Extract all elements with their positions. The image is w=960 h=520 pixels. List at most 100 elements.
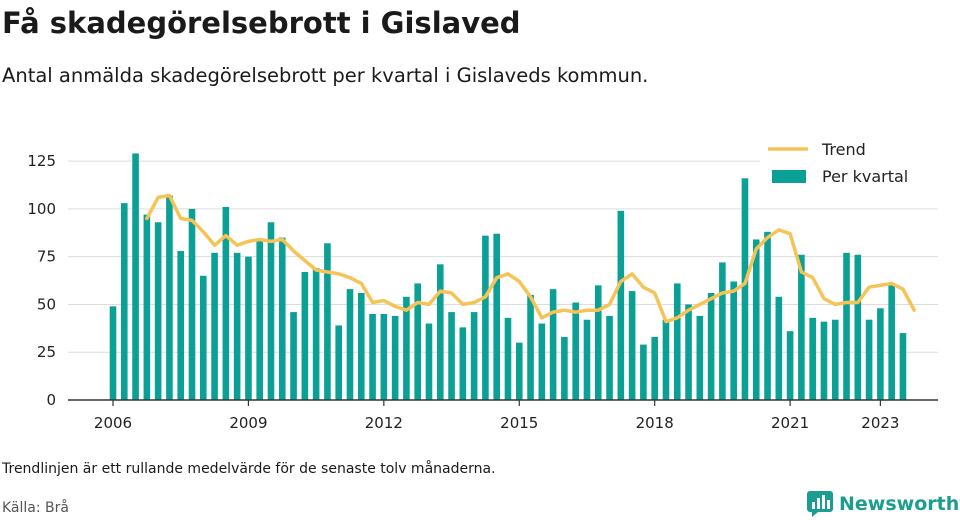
y-tick-label: 125 — [27, 152, 56, 170]
bar — [470, 312, 478, 400]
bar — [527, 294, 534, 400]
bar — [188, 208, 196, 400]
bar — [561, 336, 568, 400]
bar — [324, 243, 331, 400]
bar — [143, 214, 151, 400]
bar — [606, 315, 613, 400]
bar — [583, 319, 591, 400]
bar — [403, 296, 410, 400]
bar — [594, 285, 602, 400]
bar — [448, 312, 455, 400]
bar — [256, 239, 264, 400]
bar — [820, 321, 828, 400]
brand-name: Newsworthy — [839, 493, 960, 515]
bar — [493, 233, 500, 400]
bar — [640, 344, 647, 400]
bar — [211, 252, 218, 400]
bar — [346, 289, 354, 400]
bar-series-per-kvartal — [109, 153, 907, 400]
bar — [290, 312, 297, 400]
y-axis: 0 25 50 75 100 125 — [27, 152, 56, 409]
newsworthy-logo-icon — [807, 491, 833, 517]
bar — [549, 289, 557, 400]
bar — [154, 222, 162, 400]
bar — [719, 262, 726, 400]
bar — [425, 323, 433, 400]
bar — [166, 195, 173, 400]
bar — [899, 333, 907, 400]
bar — [357, 292, 365, 400]
bar — [267, 222, 275, 400]
bar — [707, 292, 715, 400]
bar — [233, 252, 241, 400]
bar — [436, 264, 444, 400]
footnote: Trendlinjen är ett rullande medelvärde f… — [2, 461, 496, 477]
y-tick-label: 0 — [46, 391, 56, 409]
bar — [572, 302, 579, 400]
x-tick-label: 2015 — [500, 414, 538, 432]
bar — [764, 231, 771, 400]
bar — [177, 250, 185, 400]
x-tick-label: 2012 — [365, 414, 403, 432]
bar — [515, 342, 523, 400]
bar — [335, 325, 342, 400]
bar — [730, 281, 737, 400]
bar — [865, 319, 873, 400]
chart-title: Få skadegörelsebrott i Gislaved — [2, 6, 521, 40]
bar — [843, 252, 850, 400]
bar — [538, 323, 546, 400]
bar — [877, 308, 884, 400]
legend: Trend Per kvartal — [760, 136, 938, 194]
y-tick-label: 25 — [37, 343, 56, 361]
bar — [617, 210, 625, 400]
y-tick-label: 75 — [37, 248, 56, 266]
newsworthy-brand[interactable]: Newsworthy — [806, 490, 960, 518]
trend-line — [145, 193, 916, 324]
y-tick-label: 50 — [37, 295, 56, 313]
bar — [222, 206, 230, 400]
bar — [120, 203, 128, 400]
bar — [752, 239, 760, 400]
legend-background — [760, 136, 938, 194]
bar — [786, 331, 794, 400]
x-tick-label: 2006 — [94, 414, 132, 432]
bar — [312, 268, 320, 400]
bar — [459, 327, 467, 400]
bar — [504, 317, 512, 400]
bar — [199, 275, 207, 400]
bar — [132, 153, 139, 400]
bar — [628, 291, 636, 400]
y-tick-label: 100 — [27, 200, 56, 218]
x-tick-label: 2018 — [636, 414, 674, 432]
bar — [741, 178, 749, 400]
bar — [809, 317, 816, 400]
bar — [798, 254, 805, 400]
chart-subtitle: Antal anmälda skadegörelsebrott per kvar… — [2, 64, 649, 87]
bar — [301, 271, 309, 400]
bar — [696, 315, 704, 400]
legend-bar-swatch — [772, 170, 806, 183]
chart: 2006 2009 2012 2015 2018 2021 2023 0 25 50 75 100 1… — [27, 136, 938, 432]
bar — [482, 235, 489, 400]
bar — [685, 304, 692, 400]
source: Källa: Brå — [2, 500, 69, 516]
bar — [651, 336, 658, 400]
bar — [369, 314, 376, 400]
bar — [391, 315, 399, 400]
bar — [662, 319, 670, 400]
bar — [673, 283, 681, 400]
bar — [109, 306, 117, 400]
bar — [831, 319, 839, 400]
x-axis: 2006 2009 2012 2015 2018 2021 2023 — [68, 399, 938, 432]
x-tick-label: 2021 — [771, 414, 809, 432]
legend-trend-label: Trend — [821, 140, 866, 159]
bar — [414, 283, 421, 400]
x-tick-label: 2009 — [229, 414, 267, 432]
x-tick-label: 2023 — [861, 414, 899, 432]
bar — [380, 314, 388, 400]
bar — [775, 296, 783, 400]
bar — [245, 256, 252, 400]
bar — [278, 237, 286, 400]
bar — [854, 254, 862, 400]
bar — [888, 285, 895, 400]
